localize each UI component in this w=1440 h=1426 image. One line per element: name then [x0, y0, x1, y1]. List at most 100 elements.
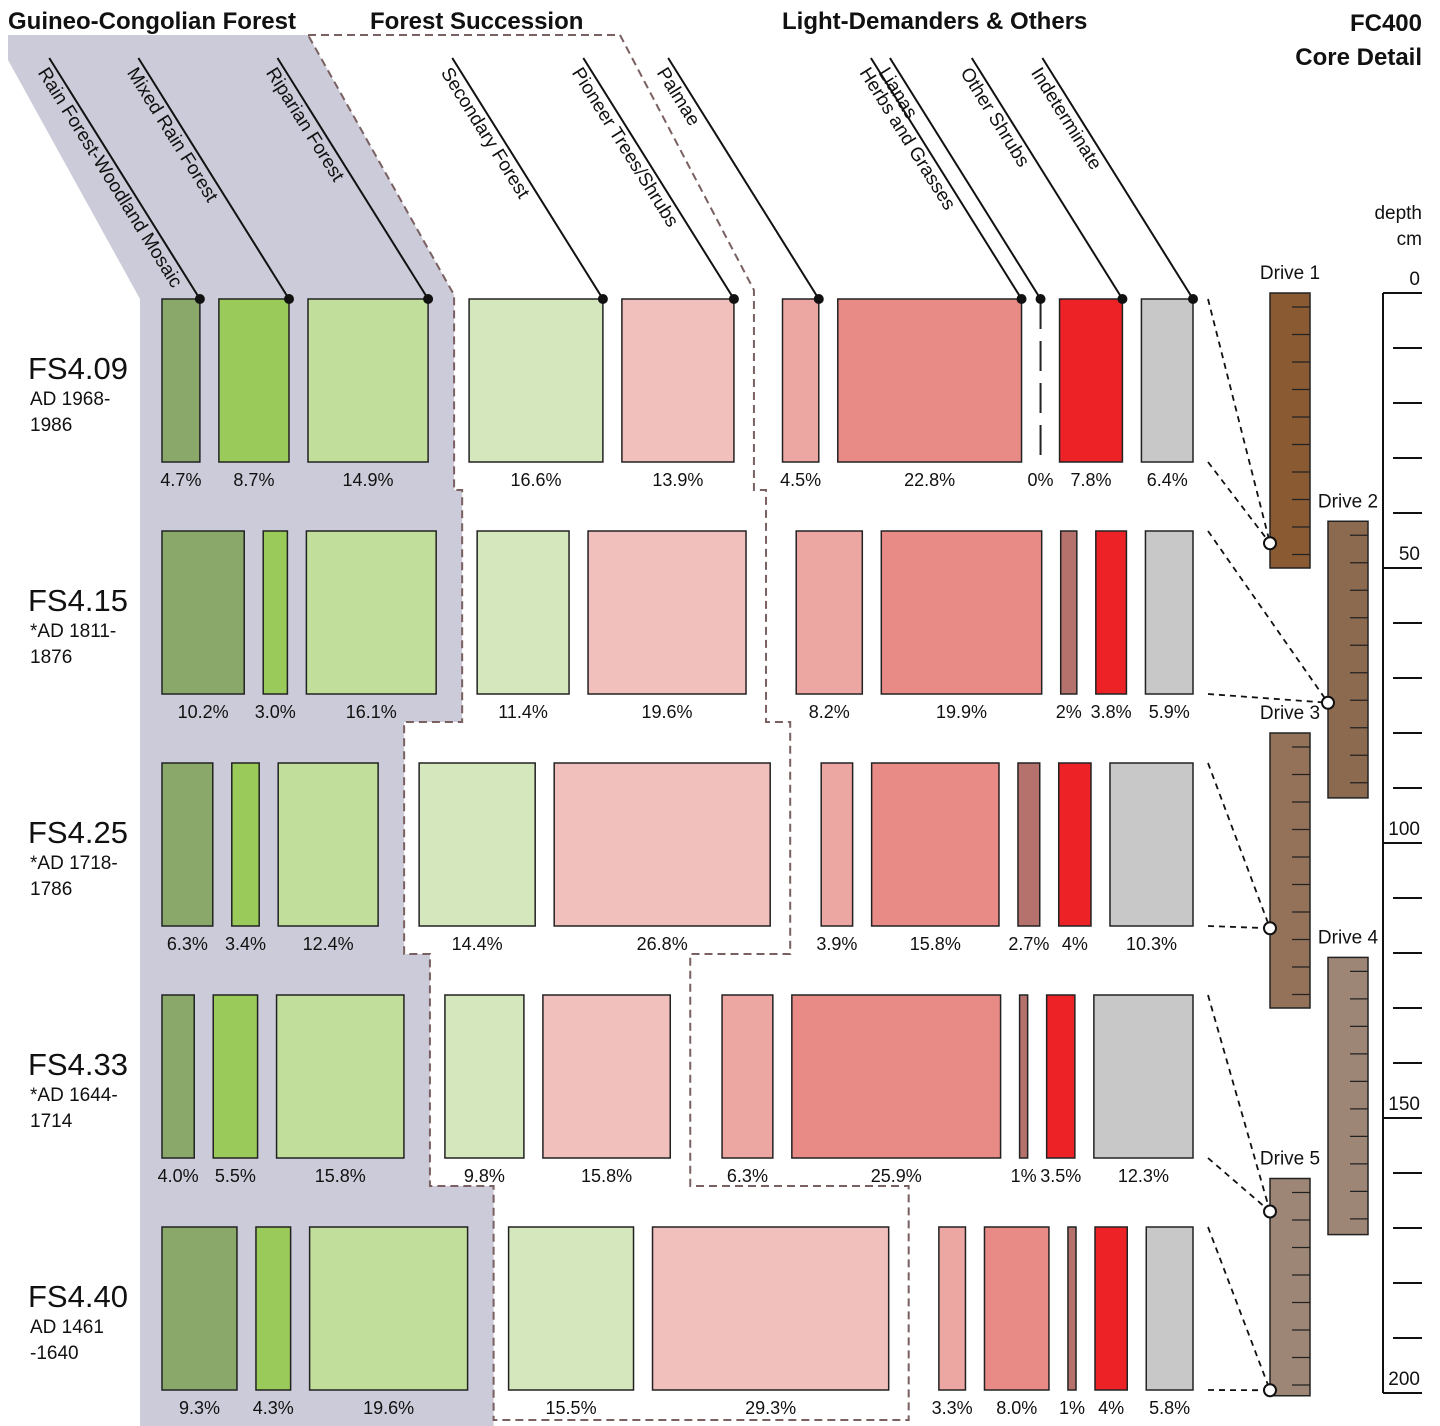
bar — [554, 763, 770, 926]
value-label: 5.8% — [1149, 1398, 1190, 1418]
taxon-label: Other Shrubs — [956, 64, 1034, 171]
chart: Guineo-Congolian Forest Forest Successio… — [0, 0, 1440, 1426]
bar — [277, 995, 404, 1158]
bar — [1110, 763, 1193, 926]
bar — [796, 531, 862, 694]
value-label: 13.9% — [652, 470, 703, 490]
value-label: 0% — [1028, 470, 1054, 490]
value-label: 4% — [1062, 934, 1088, 954]
sample-position — [1322, 697, 1334, 709]
bar — [162, 763, 213, 926]
bar — [445, 995, 524, 1158]
value-label: 11.4% — [498, 702, 548, 722]
bar — [1094, 995, 1193, 1158]
value-label: 7.8% — [1070, 470, 1111, 490]
bar — [1061, 531, 1077, 694]
value-label: 16.6% — [510, 470, 561, 490]
sample-date: 1714 — [30, 1111, 73, 1132]
core-subtitle: Core Detail — [1295, 44, 1422, 71]
depth-tick-label: 100 — [1388, 819, 1420, 840]
sample-position — [1264, 1206, 1276, 1218]
value-label: 4.3% — [253, 1398, 294, 1418]
bar — [162, 299, 200, 462]
bar — [477, 531, 569, 694]
value-label: 3.4% — [225, 934, 266, 954]
sample-connector — [1208, 926, 1270, 928]
depth-tick-label: 0 — [1409, 269, 1420, 290]
bar — [783, 299, 819, 462]
leader-dot — [1017, 294, 1027, 304]
leader-dot — [814, 294, 824, 304]
bar — [881, 531, 1041, 694]
core-title: FC400 — [1350, 10, 1422, 37]
value-label: 15.8% — [315, 1166, 366, 1186]
leader-dot — [284, 294, 294, 304]
sample-date: 1786 — [30, 879, 72, 900]
sample-date: -1640 — [30, 1343, 79, 1364]
value-label: 19.9% — [936, 702, 987, 722]
value-label: 3.5% — [1040, 1166, 1081, 1186]
sample-connector — [1208, 694, 1328, 703]
sample-date: AD 1968- — [30, 389, 110, 410]
bar — [543, 995, 670, 1158]
value-label: 19.6% — [642, 702, 693, 722]
bar — [1141, 299, 1193, 462]
sample-date: *AD 1811- — [30, 621, 116, 642]
sample-position — [1264, 537, 1276, 549]
sample-name: FS4.40 — [28, 1279, 128, 1314]
sample-connector — [1208, 299, 1270, 543]
value-label: 1% — [1011, 1166, 1037, 1186]
drive-label: Drive 3 — [1260, 703, 1320, 724]
sample-connector — [1208, 763, 1270, 928]
bar — [1146, 1227, 1193, 1390]
taxon-label-group: Indeterminate — [1026, 64, 1105, 174]
taxon-label-group: Secondary Forest — [436, 64, 534, 203]
sample-date: 1876 — [30, 647, 72, 668]
value-label: 4.5% — [780, 470, 821, 490]
drive-label: Drive 1 — [1260, 263, 1320, 284]
sample-name: FS4.15 — [28, 583, 128, 618]
bar — [162, 1227, 237, 1390]
group-title: Guineo-Congolian Forest — [8, 8, 296, 35]
value-label: 15.8% — [581, 1166, 632, 1186]
value-label: 9.3% — [179, 1398, 220, 1418]
value-label: 12.4% — [303, 934, 354, 954]
bar — [219, 299, 289, 462]
sample-connector — [1208, 995, 1270, 1212]
value-label: 29.3% — [745, 1398, 796, 1418]
sample-date: *AD 1644- — [30, 1085, 118, 1106]
bar — [278, 763, 378, 926]
bar — [1095, 1227, 1127, 1390]
value-label: 3.9% — [816, 934, 857, 954]
sample-date: *AD 1718- — [30, 853, 118, 874]
bar — [1145, 531, 1193, 694]
bar — [1059, 763, 1091, 926]
value-label: 12.3% — [1118, 1166, 1169, 1186]
sample-date: AD 1461 — [30, 1317, 104, 1338]
bar — [310, 1227, 468, 1390]
value-label: 8.7% — [233, 470, 274, 490]
value-label: 15.5% — [546, 1398, 597, 1418]
leader-line — [890, 58, 1041, 299]
value-label: 8.0% — [996, 1398, 1037, 1418]
bar — [984, 1227, 1048, 1390]
bar — [939, 1227, 966, 1390]
sample-position — [1264, 1384, 1276, 1396]
group-title: Light-Demanders & Others — [782, 8, 1087, 35]
leader-dot — [423, 294, 433, 304]
value-label: 2.7% — [1008, 934, 1049, 954]
value-label: 22.8% — [904, 470, 955, 490]
sample-connector — [1208, 1227, 1270, 1390]
value-label: 6.3% — [727, 1166, 768, 1186]
bar — [256, 1227, 291, 1390]
value-label: 2% — [1056, 702, 1082, 722]
leader-line — [668, 58, 819, 299]
value-label: 4.0% — [158, 1166, 199, 1186]
bar — [653, 1227, 889, 1390]
depth-tick-label: 50 — [1399, 544, 1420, 565]
bar — [838, 299, 1022, 462]
depth-unit: cm — [1397, 229, 1422, 250]
value-label: 3.0% — [255, 702, 296, 722]
sample-connector — [1208, 462, 1270, 543]
value-label: 3.8% — [1091, 702, 1132, 722]
